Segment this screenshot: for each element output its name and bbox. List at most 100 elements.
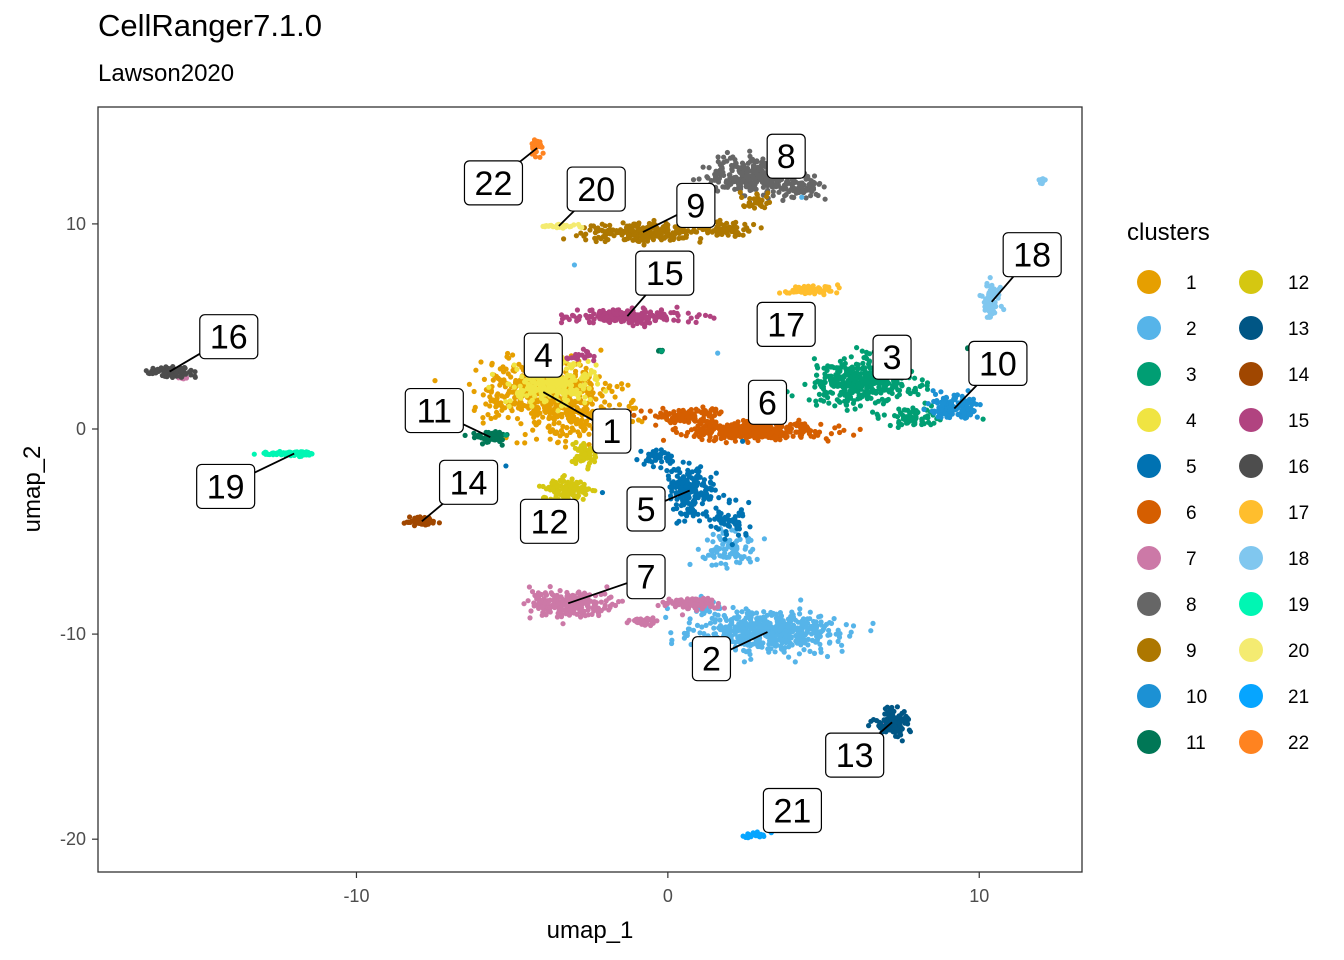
data-point [598,608,604,614]
data-point [789,609,795,615]
data-point [436,520,442,526]
data-point [732,639,738,645]
data-point [572,459,579,465]
data-point [843,622,849,628]
data-point [774,616,780,622]
data-point [606,385,612,391]
data-point [550,480,556,486]
data-point [768,646,774,652]
data-point [522,431,528,438]
data-point [479,441,486,447]
data-point [638,448,644,454]
data-point [603,388,609,394]
data-point [831,379,837,385]
data-point [580,373,586,379]
data-point [803,624,810,630]
data-point [749,173,756,179]
data-point [823,286,829,292]
data-point [809,631,815,637]
data-point [713,434,719,440]
data-point [599,227,605,233]
data-point [741,617,747,624]
data-point [192,374,198,380]
data-point [741,647,747,654]
data-point [731,615,737,621]
data-point [564,490,570,496]
data-point [710,531,716,538]
data-point [794,625,801,631]
data-point [466,381,472,387]
data-point [552,411,558,417]
data-point [818,646,824,652]
data-point [736,182,742,188]
data-point [540,483,546,490]
data-point [716,175,723,182]
data-point [591,369,597,375]
data-point [711,315,717,321]
data-point [602,315,608,321]
data-point [789,642,795,648]
data-point [642,415,648,421]
data-point [481,376,487,382]
data-point [702,490,708,497]
data-point [560,431,566,437]
data-point [729,542,735,548]
data-point [570,375,576,381]
data-point [720,184,726,190]
data-point [864,396,871,402]
data-point [764,619,770,625]
data-point [695,408,701,414]
data-point [934,398,940,404]
data-point [739,172,745,178]
data-point [915,409,921,415]
data-point [533,381,539,387]
data-point [859,393,866,399]
data-point [692,487,699,493]
data-point [503,399,509,405]
data-point [799,618,805,624]
data-point [863,378,869,384]
data-point [974,414,980,420]
data-point [523,403,530,409]
data-point [598,599,604,605]
data-point [893,733,899,739]
data-point [678,486,684,492]
data-point [772,641,778,647]
data-point [660,437,667,443]
data-point [583,231,589,237]
data-point [782,193,788,199]
data-point [571,402,577,408]
data-point [912,385,918,391]
data-point [699,436,705,443]
data-point [519,364,525,370]
data-point [736,510,742,516]
data-point [816,181,822,187]
data-point [511,362,517,368]
data-point [554,402,560,408]
data-point [852,406,858,412]
data-point [713,470,719,476]
data-point [734,609,740,615]
data-point [514,366,520,372]
data-point [875,413,881,419]
data-point [703,622,709,629]
data-point [471,407,477,413]
data-point [684,480,690,486]
data-point [720,516,726,522]
data-point [807,288,814,294]
data-point [673,429,680,435]
data-point [663,455,669,461]
data-point [603,598,609,604]
data-point [647,408,653,414]
data-point [980,416,986,422]
data-point [559,383,565,389]
data-point [583,237,589,243]
data-point [690,627,697,633]
data-point [706,437,712,443]
data-point [619,598,626,604]
data-point [737,425,743,431]
data-point [518,387,524,393]
data-point [675,318,681,324]
data-point [725,522,731,529]
data-point [149,370,156,377]
